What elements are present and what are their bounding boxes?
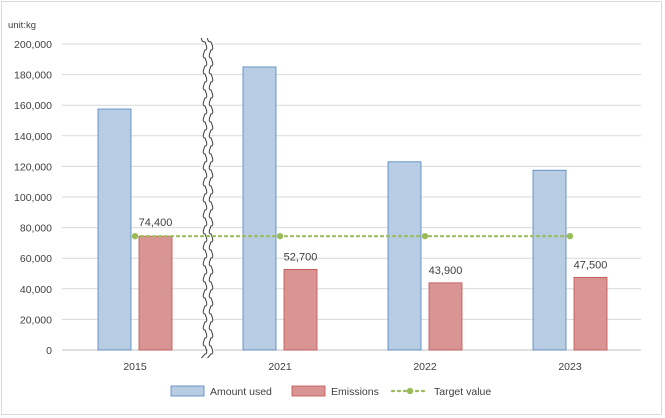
- y-tick-label: 60,000: [20, 253, 52, 265]
- legend-label-emissions: Emissions: [331, 386, 379, 398]
- x-tick-label: 2022: [413, 361, 437, 373]
- bar-emissions: [428, 282, 463, 351]
- bar-emissions: [138, 235, 173, 351]
- target-line: [131, 232, 574, 240]
- y-tick-label: 160,000: [14, 100, 52, 112]
- data-labels: 74,400 52,700 43,900 47,500: [139, 217, 608, 277]
- y-tick-label: 20,000: [20, 314, 52, 326]
- y-tick-label: 100,000: [14, 192, 52, 204]
- data-label: 43,900: [429, 265, 463, 277]
- axis-break-band: [201, 38, 215, 358]
- y-tick-label: 120,000: [14, 161, 52, 173]
- data-label: 52,700: [284, 251, 318, 263]
- bars: [97, 66, 608, 351]
- unit-label: unit:kg: [8, 20, 36, 31]
- x-tick-label: 2023: [558, 361, 582, 373]
- target-marker: [131, 232, 139, 240]
- y-tick-label: 180,000: [14, 70, 52, 82]
- legend-marker-target: [406, 387, 414, 395]
- y-tick-label: 200,000: [14, 39, 52, 51]
- y-axis-ticks: 0 20,000 40,000 60,000 80,000 100,000 120,000 1…: [14, 39, 52, 357]
- bar-amount-used: [242, 66, 277, 351]
- axis-break-line: [201, 37, 208, 359]
- target-marker: [276, 232, 284, 240]
- legend-swatch-emissions: [291, 385, 326, 397]
- axis-break-line: [207, 37, 214, 359]
- legend: Amount used Emissions Target value: [170, 385, 491, 398]
- x-tick-label: 2021: [268, 361, 292, 373]
- bar-amount-used: [387, 161, 422, 351]
- y-tick-label: 80,000: [20, 223, 52, 235]
- target-marker: [421, 232, 429, 240]
- y-tick-label: 140,000: [14, 131, 52, 143]
- y-tick-label: 40,000: [20, 284, 52, 296]
- bar-amount-used: [532, 169, 567, 351]
- legend-label-amount-used: Amount used: [210, 386, 272, 398]
- data-label: 74,400: [139, 217, 173, 229]
- x-tick-label: 2015: [123, 361, 147, 373]
- x-axis-ticks: 2015 2021 2022 2023: [123, 361, 582, 373]
- axis-break: [201, 37, 215, 359]
- y-tick-label: 0: [46, 345, 52, 357]
- bar-emissions: [573, 276, 608, 351]
- data-label: 47,500: [574, 259, 608, 271]
- target-marker: [566, 232, 574, 240]
- bar-amount-used: [97, 108, 132, 351]
- legend-swatch-amount-used: [170, 385, 205, 397]
- bar-emissions: [283, 268, 318, 351]
- legend-label-target: Target value: [434, 386, 491, 398]
